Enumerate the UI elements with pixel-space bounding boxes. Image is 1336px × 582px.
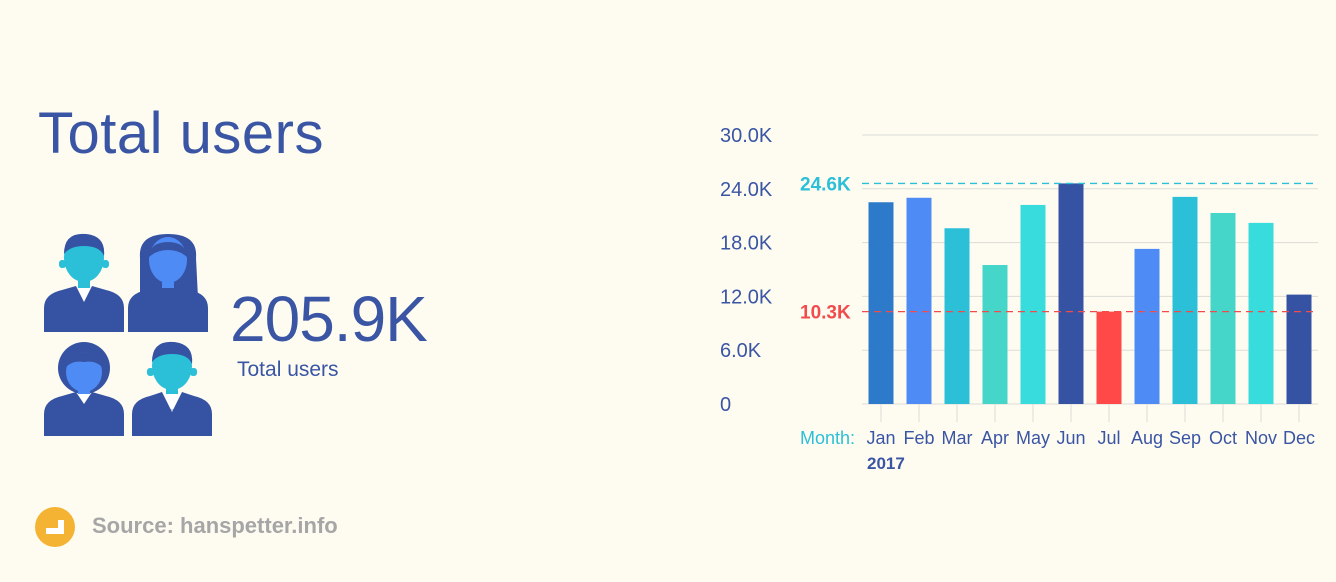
- y-tick-label: 18.0K: [720, 233, 773, 255]
- users-group-icon: [44, 233, 212, 436]
- reference-line-label: 24.6K: [800, 174, 851, 195]
- bars: [868, 183, 1312, 404]
- man-avatar-icon: [44, 233, 124, 332]
- x-tick-label: Mar: [942, 428, 973, 448]
- x-tick-label: Jan: [866, 428, 895, 448]
- bar-mar: [944, 228, 970, 404]
- source-text: Source: hanspetter.info: [92, 513, 338, 538]
- woman-avatar-icon: [128, 234, 208, 332]
- x-tick-label: Jun: [1056, 428, 1085, 448]
- bar-aug: [1134, 248, 1160, 404]
- x-tick-label: Sep: [1169, 428, 1201, 448]
- x-tick-label: Feb: [903, 428, 934, 448]
- x-tick-label: May: [1016, 428, 1050, 448]
- x-tick-label: Apr: [981, 428, 1009, 448]
- total-users-value: 205.9K: [230, 283, 428, 355]
- x-tick-label: Aug: [1131, 428, 1163, 448]
- bar-apr: [982, 265, 1008, 404]
- total-users-label: Total users: [237, 358, 339, 381]
- bar-jun: [1058, 183, 1084, 404]
- y-tick-label: 24.0K: [720, 179, 773, 201]
- bar-jul: [1096, 311, 1122, 404]
- gridlines: [862, 134, 1318, 405]
- bar-dec: [1286, 294, 1312, 404]
- page-title: Total users: [38, 101, 324, 166]
- x-tick-label: Nov: [1245, 428, 1277, 448]
- x-tick-label: Oct: [1209, 428, 1237, 448]
- woman-short-hair-avatar-icon: [44, 342, 124, 436]
- bar-oct: [1210, 213, 1236, 404]
- source-icon: [35, 507, 75, 547]
- bar-may: [1020, 204, 1046, 404]
- reference-line-label: 10.3K: [800, 303, 851, 324]
- bar-feb: [906, 197, 932, 404]
- x-tick-label: Dec: [1283, 428, 1315, 448]
- reference-lines: 24.6K 10.3K: [800, 174, 1318, 324]
- y-tick-label: 30.0K: [720, 125, 773, 147]
- bar-jan: [868, 202, 894, 404]
- x-tick-label: Jul: [1097, 428, 1120, 448]
- y-tick-label: 6.0K: [720, 340, 762, 362]
- y-axis-ticks: 0 6.0K 12.0K 18.0K 24.0K 30.0K: [720, 125, 773, 416]
- y-tick-label: 12.0K: [720, 286, 773, 308]
- bar-nov: [1248, 222, 1274, 404]
- bar-sep: [1172, 196, 1198, 404]
- man-bowtie-avatar-icon: [132, 341, 212, 436]
- x-axis-ticks: Jan Feb Mar Apr May Jun Jul Aug Sep Oct Nov Dec: [866, 404, 1315, 448]
- x-axis-label: Month:: [800, 428, 855, 448]
- year-label: 2017: [867, 454, 905, 473]
- y-tick-label: 0: [720, 394, 731, 416]
